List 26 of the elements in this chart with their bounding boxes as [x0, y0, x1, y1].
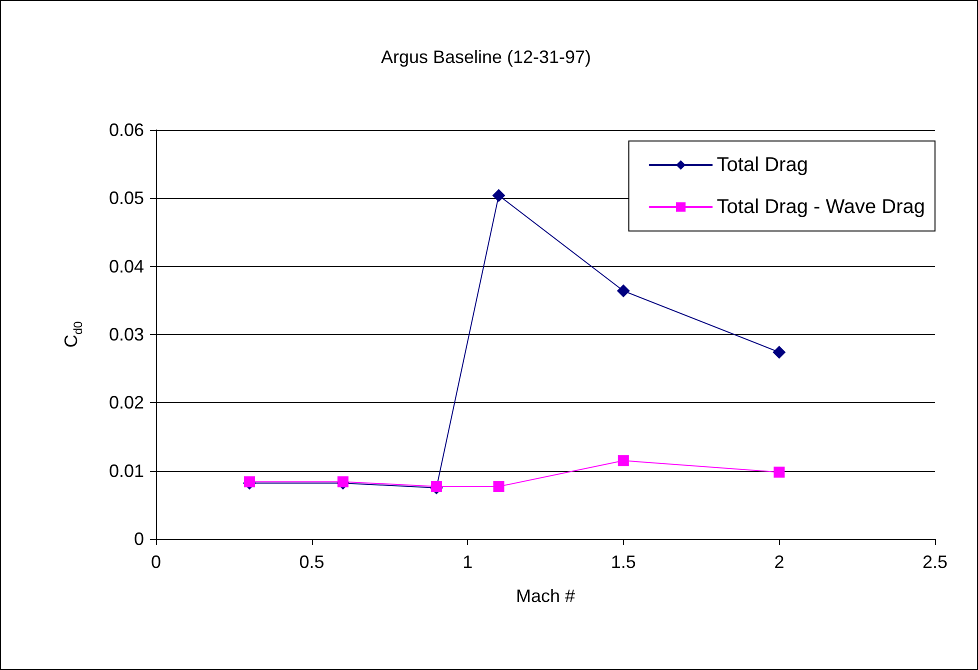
x-tick-label: 0.5: [299, 552, 324, 572]
point: [244, 476, 255, 488]
x-tick-label: 2: [774, 552, 784, 572]
y-tick-label: 0.06: [108, 120, 144, 140]
x-axis-title: Mach #: [516, 586, 576, 606]
y-axis-title: Cd0: [61, 321, 85, 348]
point: [618, 455, 629, 466]
point: [616, 284, 630, 298]
x-tick-label: 1: [462, 552, 473, 572]
x-tick-label: 2.5: [922, 552, 948, 572]
y-tick-label: 0.05: [108, 188, 144, 208]
x-tick-label: 1.5: [610, 552, 636, 572]
chart-title: Argus Baseline (12-31-97): [380, 47, 592, 67]
x-tick-label: 0: [150, 552, 162, 572]
y-tick-label: 0.03: [108, 324, 144, 344]
point: [337, 476, 348, 488]
point: [493, 481, 504, 492]
y-tick-label: 0.04: [108, 256, 144, 276]
legend-label: Total Drag: [716, 154, 808, 176]
point: [772, 346, 786, 359]
point: [774, 466, 785, 478]
y-tick-label: 0.02: [108, 392, 144, 413]
y-tick-label: 0: [134, 529, 144, 549]
y-tick-label: 0.01: [108, 460, 144, 481]
point: [492, 188, 506, 202]
legend-label: Total Drag - Wave Drag: [716, 196, 926, 218]
